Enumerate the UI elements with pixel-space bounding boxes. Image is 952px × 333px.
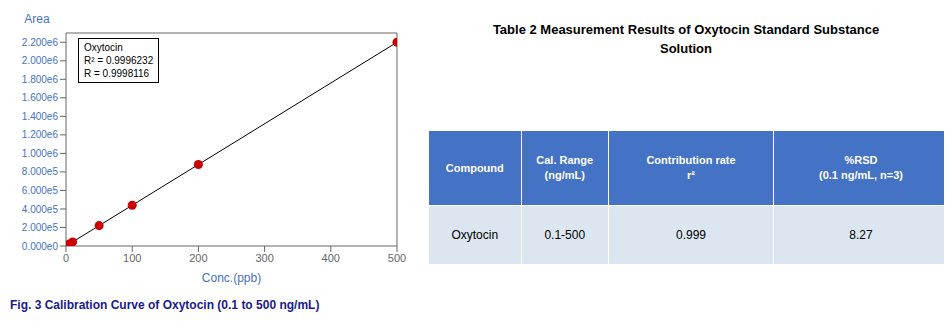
svg-text:Conc.(ppb): Conc.(ppb) (202, 271, 261, 285)
svg-text:1.800e6: 1.800e6 (22, 74, 59, 85)
svg-text:400: 400 (322, 252, 340, 264)
svg-text:8.000e5: 8.000e5 (22, 166, 59, 177)
svg-text:1.000e6: 1.000e6 (22, 148, 59, 159)
html-text:Contribution rate r²: Contribution rate r² (646, 154, 736, 181)
html-text:Oxytocin: Oxytocin (451, 228, 499, 242)
svg-text:0.000e0: 0.000e0 (22, 241, 59, 252)
svg-text:1.200e6: 1.200e6 (22, 129, 59, 140)
svg-text:2.000e6: 2.000e6 (22, 55, 59, 66)
svg-text:Area: Area (24, 12, 50, 26)
html-text:Table 2 Measurement Results of: Table 2 Measurement Results of Oxytocin … (492, 22, 880, 56)
html-text:%RSD (0.1 ng/mL, n=3): %RSD (0.1 ng/mL, n=3) (819, 154, 903, 181)
html-text:Fig. 3 Calibration Curve of Ox: Fig. 3 Calibration Curve of Oxytocin (0.… (10, 298, 320, 312)
html-text:Compound: Compound (445, 161, 504, 174)
svg-text:1.600e6: 1.600e6 (22, 92, 59, 103)
svg-text:1.400e6: 1.400e6 (22, 111, 59, 122)
html-text:0.999: 0.999 (676, 228, 706, 242)
svg-text:6.000e5: 6.000e5 (22, 185, 59, 196)
html-text:8.27: 8.27 (849, 228, 873, 242)
svg-text:500: 500 (388, 252, 406, 264)
svg-text:0: 0 (63, 252, 69, 264)
html-text:Oxytocin: Oxytocin (84, 42, 123, 53)
html-text:Cal. Range (ng/mL): Cal. Range (ng/mL) (536, 154, 594, 181)
svg-text:2.200e6: 2.200e6 (22, 37, 59, 48)
html-text:R = 0.9998116: R = 0.9998116 (84, 68, 150, 79)
svg-text:4.000e5: 4.000e5 (22, 204, 59, 215)
svg-text:300: 300 (255, 252, 273, 264)
html-text:0.1-500: 0.1-500 (544, 228, 586, 242)
svg-text:100: 100 (123, 252, 141, 264)
svg-text:200: 200 (189, 252, 207, 264)
svg-text:2.000e5: 2.000e5 (22, 222, 59, 233)
html-text:R² = 0.9996232: R² = 0.9996232 (84, 55, 154, 66)
